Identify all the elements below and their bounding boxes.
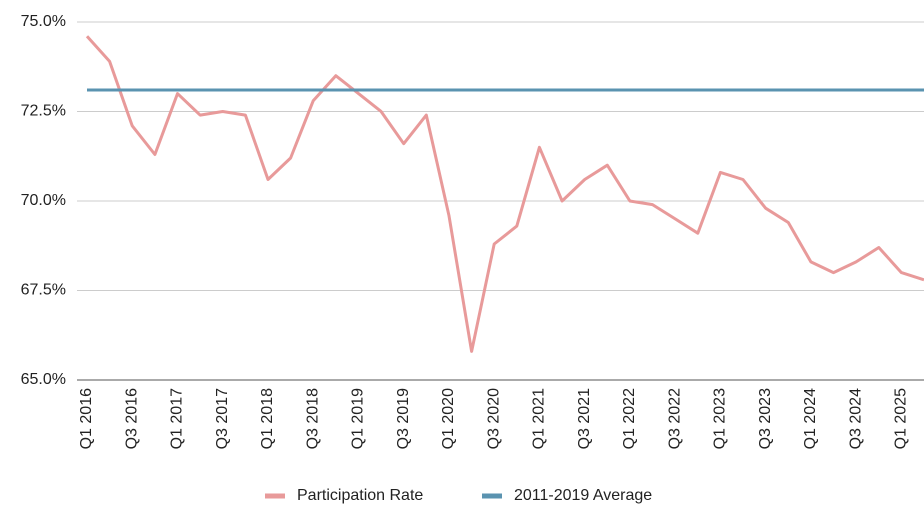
legend-label: Participation Rate (297, 487, 423, 504)
y-tick-label: 70.0% (21, 192, 66, 209)
legend-label: 2011-2019 Average (514, 487, 652, 504)
x-tick-label: Q3 2019 (395, 388, 412, 449)
x-tick-label: Q1 2018 (259, 388, 276, 449)
x-tick-label: Q1 2020 (440, 388, 457, 449)
x-tick-label: Q1 2019 (350, 388, 367, 449)
x-tick-label: Q3 2016 (123, 388, 140, 449)
y-tick-label: 72.5% (21, 103, 66, 120)
x-tick-label: Q3 2021 (576, 388, 593, 449)
x-tick-label: Q1 2024 (802, 388, 819, 449)
y-tick-label: 65.0% (21, 371, 66, 388)
x-tick-label: Q1 2021 (531, 388, 548, 449)
x-tick-label: Q3 2022 (666, 388, 683, 449)
x-tick-label: Q3 2024 (847, 388, 864, 449)
x-tick-label: Q1 2022 (621, 388, 638, 449)
x-tick-label: Q1 2016 (78, 388, 95, 449)
x-tick-label: Q3 2018 (304, 388, 321, 449)
x-tick-label: Q3 2017 (214, 388, 231, 449)
x-tick-label: Q3 2020 (485, 388, 502, 449)
y-tick-label: 75.0% (21, 13, 66, 30)
x-tick-label: Q3 2023 (757, 388, 774, 449)
x-tick-label: Q1 2017 (169, 388, 186, 449)
y-tick-label: 67.5% (21, 282, 66, 299)
series-line (85, 35, 924, 353)
x-tick-label: Q1 2023 (712, 388, 729, 449)
x-tick-label: Q1 2025 (893, 388, 910, 449)
